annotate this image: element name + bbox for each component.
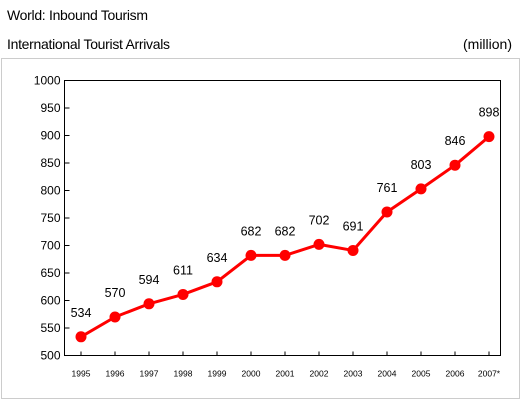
data-label: 534 — [71, 306, 92, 320]
y-tick-label: 800 — [40, 184, 60, 198]
x-tick-label: 1998 — [174, 369, 193, 379]
y-tick-label: 550 — [40, 321, 60, 335]
series-group: 534 570 594 611 634 682 682 702 691 761 803 846 898 — [71, 106, 500, 343]
x-tick-label: 2003 — [344, 369, 363, 379]
unit-label: (million) — [463, 36, 512, 52]
outer-frame — [1, 58, 520, 399]
x-tick-label: 2004 — [378, 369, 397, 379]
data-label: 634 — [207, 251, 228, 265]
chart-subtitle: International Tourist Arrivals — [7, 36, 170, 52]
x-axis: 1995 1996 1997 1998 1999 2000 2001 2002 2003 2004… — [72, 351, 501, 379]
x-tick-label: 2001 — [276, 369, 295, 379]
data-point — [415, 183, 427, 195]
x-tick-label: 1997 — [140, 369, 159, 379]
x-tick-label: 2005 — [412, 369, 431, 379]
y-tick-label: 950 — [40, 101, 60, 115]
data-point — [245, 249, 257, 261]
data-label: 702 — [309, 213, 330, 227]
x-tick-label: 1996 — [106, 369, 125, 379]
x-tick-label: 2000 — [242, 369, 261, 379]
data-label: 846 — [445, 134, 466, 148]
data-label: 691 — [343, 219, 364, 233]
y-tick-label: 650 — [40, 266, 60, 280]
y-tick-label: 1000 — [34, 74, 61, 88]
chart-title: World: Inbound Tourism — [7, 7, 148, 23]
data-label: 898 — [479, 106, 500, 120]
y-tick-label: 500 — [40, 349, 60, 363]
data-label: 594 — [139, 273, 160, 287]
data-label: 611 — [173, 263, 193, 277]
data-point — [75, 331, 87, 343]
x-tick-label: 2002 — [310, 369, 329, 379]
plot-area-frame — [64, 80, 501, 356]
data-point — [381, 206, 393, 218]
data-point — [449, 159, 461, 171]
y-tick-label: 700 — [40, 239, 60, 253]
data-point — [483, 131, 495, 143]
y-tick-label: 750 — [40, 211, 60, 225]
data-label: 761 — [377, 181, 398, 195]
data-point — [313, 238, 325, 250]
y-tick-label: 600 — [40, 294, 60, 308]
data-point — [177, 288, 189, 300]
y-tick-label: 900 — [40, 129, 60, 143]
data-point — [347, 244, 359, 256]
data-point — [143, 298, 155, 310]
data-label: 803 — [411, 158, 432, 172]
y-tick-label: 850 — [40, 156, 60, 170]
data-label: 682 — [275, 224, 296, 238]
data-point — [211, 276, 223, 288]
data-label: 682 — [241, 224, 262, 238]
y-axis: 500 550 600 650 700 750 800 850 900 950 1000 — [34, 74, 70, 363]
x-tick-label: 2006 — [446, 369, 465, 379]
x-tick-label: 1999 — [208, 369, 227, 379]
x-tick-label: 2007* — [478, 369, 501, 379]
data-point — [109, 311, 121, 323]
data-label: 570 — [105, 286, 126, 300]
x-tick-label: 1995 — [72, 369, 91, 379]
data-point — [279, 249, 291, 261]
